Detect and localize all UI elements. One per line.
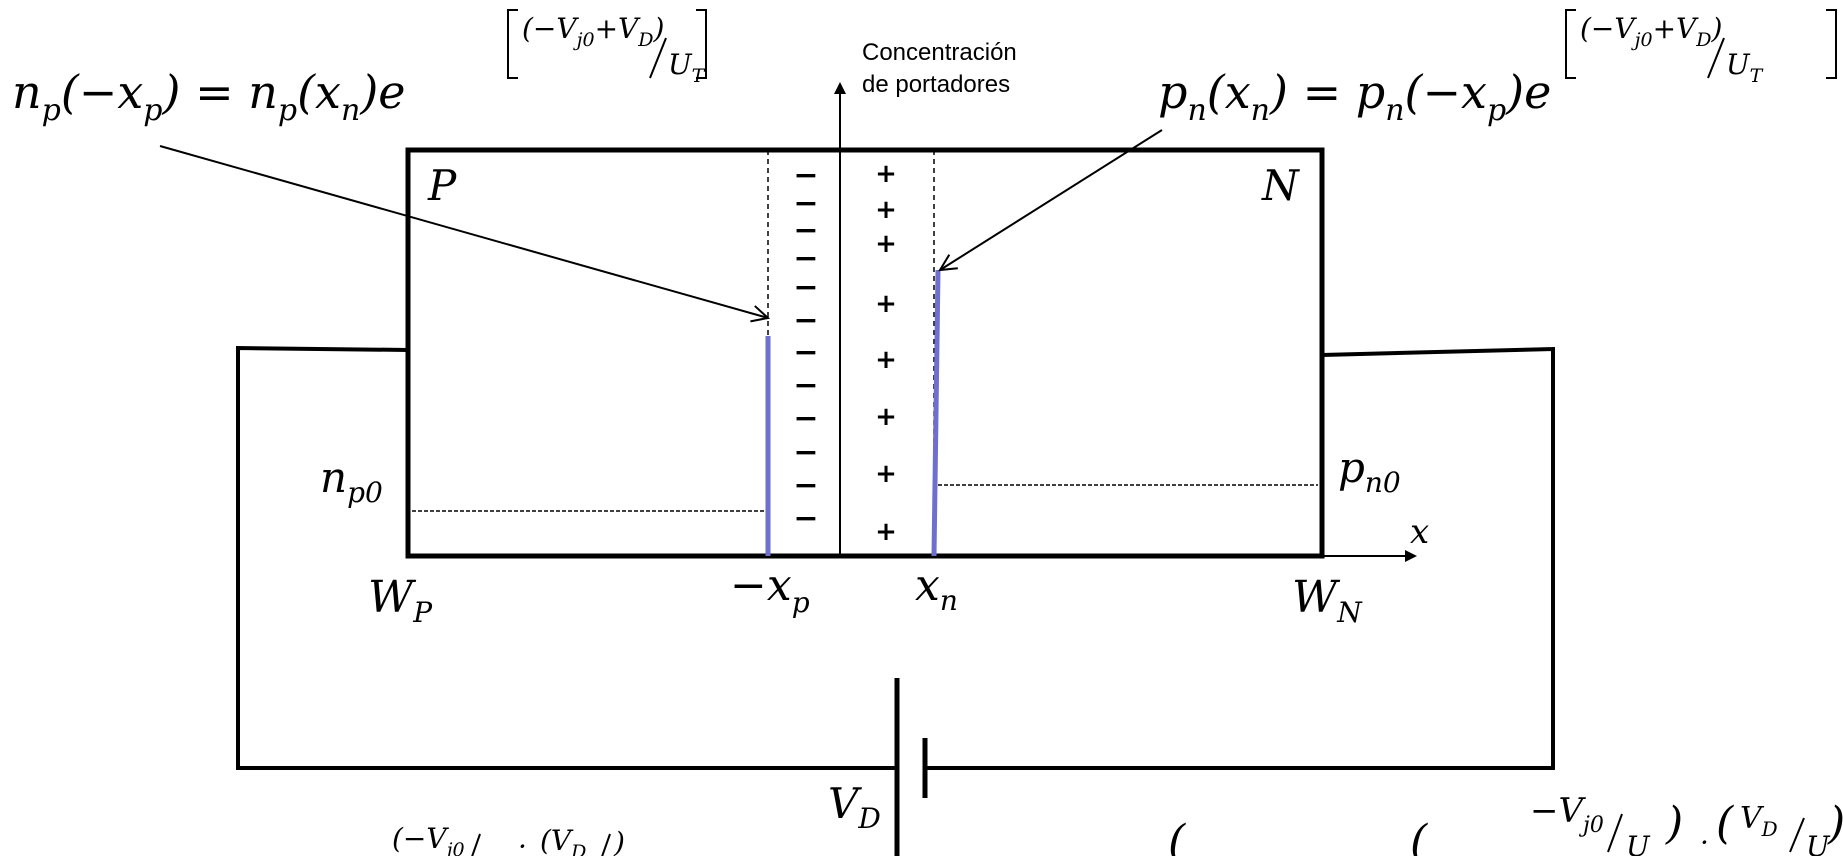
svg-text:(: ( bbox=[1410, 816, 1428, 856]
positive-charge: + bbox=[875, 159, 897, 189]
positive-charge: + bbox=[875, 517, 897, 547]
x-axis-label: x bbox=[1410, 512, 1429, 552]
right-circuit-wire bbox=[925, 346, 1555, 770]
positive-charge: + bbox=[875, 345, 897, 375]
svg-text:·: · bbox=[518, 830, 527, 856]
negative-charge: − bbox=[793, 186, 818, 221]
svg-text:VD: VD bbox=[1740, 801, 1778, 841]
negative-charge: − bbox=[793, 468, 818, 503]
pn0-label: pn0 bbox=[1338, 443, 1401, 499]
negative-charge: − bbox=[793, 213, 818, 248]
svg-text:−xp: −xp bbox=[730, 560, 810, 619]
positive-charge: + bbox=[875, 195, 897, 225]
svg-text:np(−xp) = np(xn)e: np(−xp) = np(xn)e bbox=[12, 65, 405, 128]
svg-text:UT: UT bbox=[1726, 48, 1764, 87]
wp-label: WP bbox=[368, 572, 433, 629]
right-top-equation: pn(xn) = pn(−xp)e (−Vj0+VD) UT bbox=[1158, 9, 1837, 128]
p-region-label: P bbox=[427, 161, 457, 210]
wn-label: WN bbox=[1292, 572, 1363, 629]
svg-text:−Vj0: −Vj0 bbox=[1530, 791, 1604, 838]
negative-charge: − bbox=[793, 435, 818, 470]
svg-text:): ) bbox=[613, 826, 625, 856]
svg-text:U: U bbox=[1626, 830, 1651, 856]
left-bottom-equation: (−Vj0 · (VD ) bbox=[392, 822, 625, 856]
svg-text:(VD: (VD bbox=[540, 824, 586, 856]
svg-text:(: ( bbox=[1168, 816, 1186, 856]
positive-charge: + bbox=[875, 402, 897, 432]
positive-charges: + + + + + + + + bbox=[875, 159, 897, 547]
svg-text:(−Vj0: (−Vj0 bbox=[392, 822, 465, 856]
svg-text:U: U bbox=[1806, 830, 1831, 856]
svg-text:(−Vj0+VD): (−Vj0+VD) bbox=[522, 12, 664, 51]
left-equation-pointer bbox=[159, 145, 768, 318]
svg-text:·: · bbox=[1700, 826, 1709, 856]
negative-charge: − bbox=[793, 158, 818, 193]
negative-charge: − bbox=[793, 241, 818, 276]
left-top-equation: np(−xp) = np(xn)e (−Vj0+VD) UT bbox=[12, 9, 707, 128]
minus-xp-label: −xp bbox=[730, 560, 810, 619]
svg-text:): ) bbox=[1827, 798, 1843, 849]
svg-text:pn(xn) = pn(−xp)e: pn(xn) = pn(−xp)e bbox=[1158, 65, 1551, 128]
np0-label: np0 bbox=[320, 453, 383, 509]
left-circuit-wire bbox=[236, 345, 897, 770]
svg-text:UT: UT bbox=[668, 48, 706, 87]
vd-label: VD bbox=[828, 779, 881, 835]
positive-charge: + bbox=[875, 229, 897, 259]
svg-text:(: ( bbox=[1716, 798, 1734, 849]
svg-text:xn: xn bbox=[915, 560, 958, 617]
axis-label-line2: de portadores bbox=[862, 71, 1010, 98]
negative-charges: −−−−−−−−−−−− bbox=[793, 158, 818, 536]
pn-carrier-profile bbox=[931, 269, 941, 557]
negative-charge: − bbox=[793, 401, 818, 436]
positive-charge: + bbox=[875, 459, 897, 489]
negative-charge: − bbox=[793, 501, 818, 536]
n-region-label: N bbox=[1261, 161, 1300, 210]
right-equation-pointer bbox=[940, 129, 1163, 270]
axis-label-line1: Concentración bbox=[862, 39, 1017, 66]
svg-text:VD: VD bbox=[828, 779, 881, 835]
negative-charge: − bbox=[793, 303, 818, 338]
svg-text:WP: WP bbox=[368, 572, 433, 629]
svg-text:np0: np0 bbox=[320, 453, 383, 509]
negative-charge: − bbox=[793, 270, 818, 305]
svg-text:pn0: pn0 bbox=[1338, 443, 1401, 499]
positive-charge: + bbox=[875, 289, 897, 319]
xn-label: xn bbox=[915, 560, 958, 617]
svg-text:): ) bbox=[1665, 798, 1683, 849]
svg-text:(−Vj0+VD): (−Vj0+VD) bbox=[1580, 12, 1722, 51]
negative-charge: − bbox=[793, 368, 818, 403]
right-bottom-equation: ( ( −Vj0 U ) · ( VD U ) bbox=[1168, 791, 1843, 856]
negative-charge: − bbox=[793, 335, 818, 370]
svg-text:WN: WN bbox=[1292, 572, 1363, 629]
semiconductor-block bbox=[405, 147, 1325, 559]
